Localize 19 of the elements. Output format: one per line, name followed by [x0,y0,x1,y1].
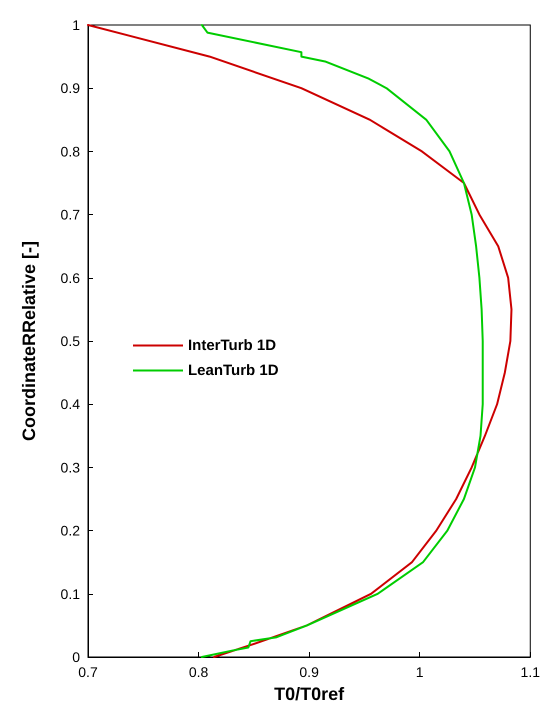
y-tick-label: 0.4 [60,396,80,412]
x-tick-label: 1.1 [520,664,540,680]
y-tick-label: 0.2 [60,522,80,539]
y-tick-label: 0.9 [60,80,80,96]
y-tick-label: 1 [72,17,80,33]
y-tick-label: 0.1 [60,586,80,602]
y-tick-label: 0.8 [60,143,80,160]
legend-label: LeanTurb 1D [188,362,279,379]
y-axis-title: CoordinateRRelative [-] [19,240,39,442]
x-axis-title: T0/T0ref [274,684,346,704]
x-tick-label: 0.9 [299,664,320,680]
y-tick-label: 0.7 [60,206,80,223]
x-tick-label: 1 [416,664,424,680]
y-tick-label: 0.5 [60,333,80,349]
y-tick-label: 0 [72,649,80,665]
y-tick-label: 0.3 [60,459,80,476]
y-tick-label: 0.6 [60,270,80,286]
x-tick-label: 0.8 [188,664,209,680]
legend-label: InterTurb 1D [188,337,276,354]
